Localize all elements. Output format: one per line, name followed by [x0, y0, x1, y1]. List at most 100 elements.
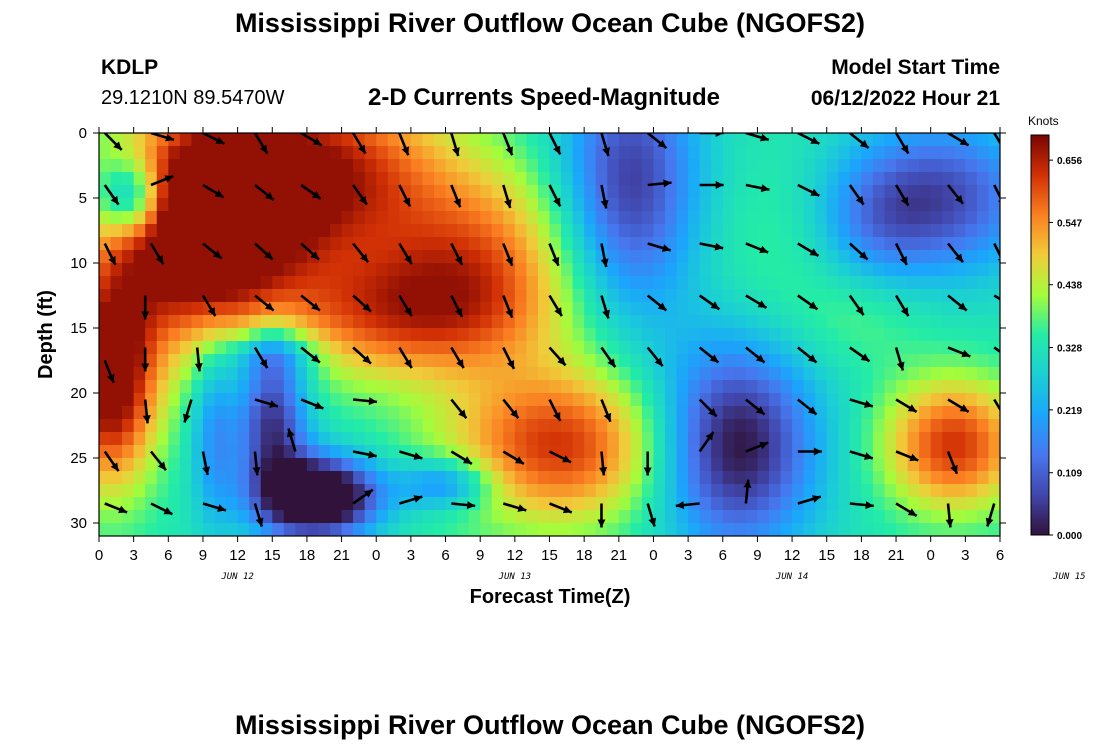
- heatmap-cell: [734, 172, 747, 186]
- heatmap-cell: [815, 354, 828, 368]
- heatmap-cell: [133, 315, 146, 329]
- heatmap-cell: [699, 276, 712, 290]
- x-date-label: JUN 13: [498, 572, 532, 582]
- heatmap-cell: [306, 341, 320, 355]
- heatmap-cell: [364, 341, 377, 355]
- heatmap-cell: [237, 211, 250, 225]
- heatmap-cell: [734, 354, 747, 368]
- heatmap-cell: [792, 146, 805, 160]
- heatmap-cell: [156, 328, 169, 342]
- current-vector-arrow: [149, 450, 167, 472]
- heatmap-cell: [376, 341, 389, 355]
- heatmap-cell: [861, 172, 874, 186]
- heatmap-cell: [468, 224, 481, 238]
- heatmap-cell: [491, 224, 504, 238]
- heatmap-cell: [792, 419, 805, 433]
- heatmap-cell: [387, 159, 400, 173]
- heatmap-cell: [953, 380, 966, 394]
- heatmap-cell: [122, 328, 135, 342]
- heatmap-cell: [953, 276, 966, 290]
- heatmap-cell: [330, 445, 343, 459]
- heatmap-cell: [399, 523, 412, 536]
- heatmap-cell: [468, 276, 481, 290]
- heatmap-cell: [526, 237, 539, 251]
- heatmap-cell: [376, 484, 389, 498]
- heatmap-cell: [226, 250, 239, 264]
- heatmap-cell: [99, 341, 112, 355]
- chart-title: 2-D Currents Speed-Magnitude: [368, 84, 721, 111]
- heatmap-cell: [745, 497, 759, 511]
- heatmap-cell: [156, 419, 169, 433]
- current-vector-arrow: [647, 179, 672, 188]
- heatmap-cell: [202, 406, 216, 420]
- heatmap-cell: [202, 146, 216, 160]
- heatmap-cell: [295, 250, 308, 264]
- heatmap-cell: [549, 419, 562, 433]
- heatmap-cell: [122, 237, 135, 251]
- heatmap-cell: [676, 419, 689, 433]
- heatmap-cell: [976, 146, 990, 160]
- heatmap-cell: [249, 484, 262, 498]
- heatmap-cell: [665, 341, 678, 355]
- heatmap-cell: [976, 419, 990, 433]
- heatmap-cell: [156, 185, 169, 199]
- heatmap-cell: [433, 250, 447, 264]
- heatmap-cell: [353, 367, 366, 381]
- heatmap-cell: [295, 458, 308, 472]
- heatmap-cell: [792, 354, 805, 368]
- heatmap-cell: [815, 497, 828, 511]
- heatmap-cell: [330, 263, 343, 277]
- current-vector-arrow: [745, 294, 768, 309]
- heatmap-cell: [711, 328, 724, 342]
- heatmap-cell: [156, 367, 169, 381]
- heatmap-cell: [988, 432, 1000, 446]
- heatmap-cell: [780, 172, 793, 186]
- heatmap-cell: [480, 380, 493, 394]
- heatmap-cell: [722, 250, 735, 264]
- heatmap-cell: [676, 406, 689, 420]
- current-vector-arrow: [797, 133, 820, 145]
- heatmap-cell: [191, 172, 204, 186]
- heatmap-cell: [330, 198, 343, 212]
- heatmap-cell: [468, 237, 481, 251]
- heatmap-cell: [584, 484, 597, 498]
- heatmap-cell: [676, 198, 689, 212]
- heatmap-cell: [976, 237, 990, 251]
- heatmap-cell: [156, 341, 169, 355]
- heatmap-cell: [99, 302, 112, 316]
- heatmap-cell: [919, 523, 932, 536]
- heatmap-cell: [711, 484, 724, 498]
- current-vector-arrow: [600, 399, 612, 423]
- heatmap-cell: [318, 198, 331, 212]
- heatmap-cell: [942, 250, 955, 264]
- heatmap-cell: [722, 341, 735, 355]
- heatmap-cell: [930, 367, 943, 381]
- heatmap-cell: [387, 289, 400, 303]
- heatmap-cell: [133, 159, 146, 173]
- heatmap-cell: [457, 419, 470, 433]
- heatmap-cell: [722, 315, 735, 329]
- heatmap-cell: [699, 172, 712, 186]
- heatmap-cell: [214, 237, 227, 251]
- heatmap-cell: [179, 146, 193, 160]
- heatmap-cell: [283, 315, 296, 329]
- heatmap-cell: [549, 380, 562, 394]
- heatmap-cell: [745, 146, 759, 160]
- heatmap-cell: [757, 211, 770, 225]
- heatmap-cell: [433, 211, 447, 225]
- heatmap-cell: [410, 237, 424, 251]
- heatmap-cell: [607, 458, 620, 472]
- heatmap-cell: [780, 471, 793, 485]
- current-vector-arrow: [254, 242, 274, 261]
- heatmap-cell: [549, 159, 562, 173]
- heatmap-cell: [99, 263, 112, 277]
- heatmap-cell: [676, 224, 689, 238]
- heatmap-cell: [422, 315, 435, 329]
- heatmap-cell: [410, 419, 424, 433]
- heatmap-cell: [99, 380, 112, 394]
- heatmap-cell: [572, 523, 585, 536]
- heatmap-cell: [295, 380, 308, 394]
- heatmap-cell: [641, 328, 655, 342]
- heatmap-cell: [341, 159, 354, 173]
- heatmap-cell: [734, 328, 747, 342]
